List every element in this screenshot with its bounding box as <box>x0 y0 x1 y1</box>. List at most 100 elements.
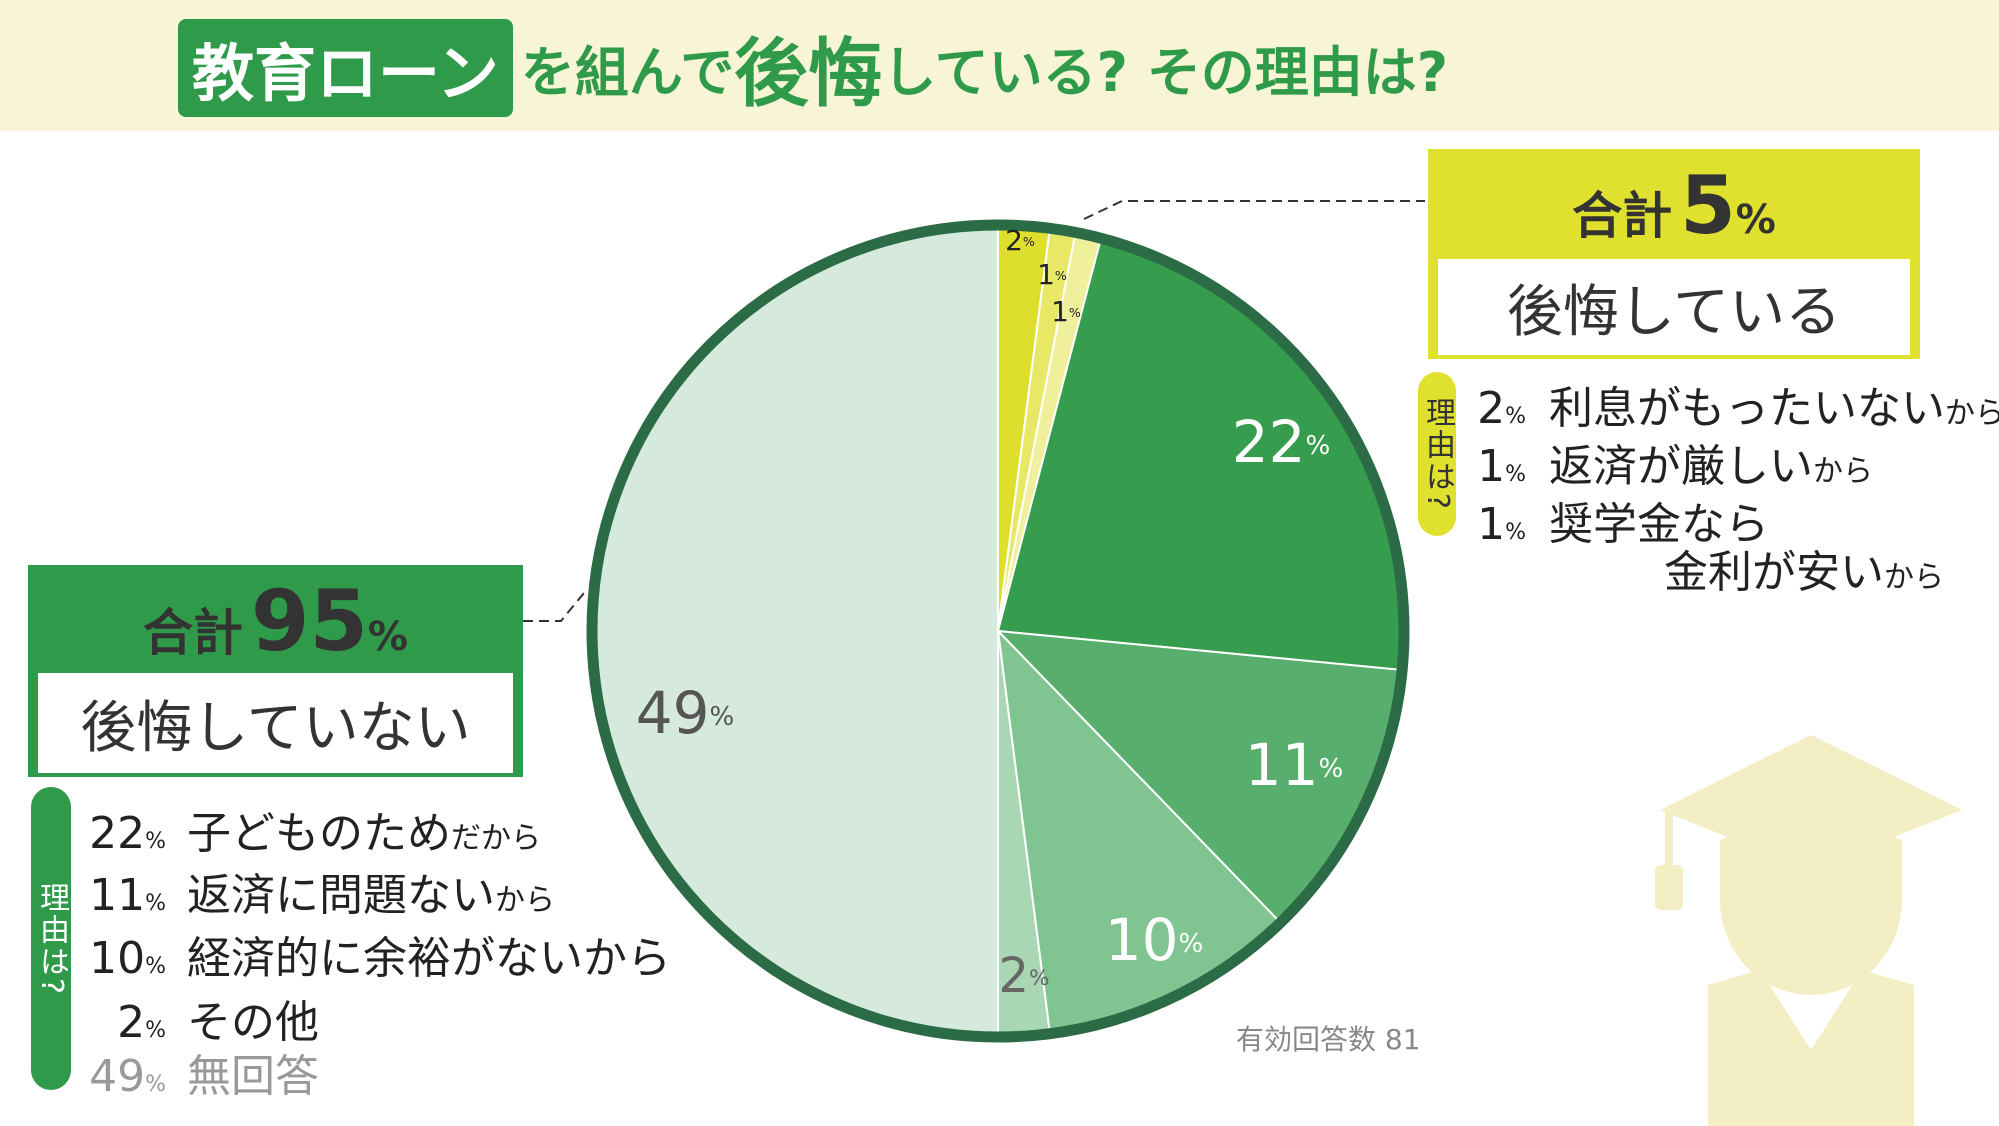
slice-label: 11% <box>1245 731 1344 799</box>
pie-slice <box>591 223 999 1039</box>
pie-ring <box>586 219 1410 1043</box>
reason-value-group: 49% <box>80 1051 166 1102</box>
reason-row: 2% その他 <box>80 986 319 1050</box>
total-value: 95 <box>251 572 368 670</box>
reason-text: 奨学金なら <box>1549 499 1769 550</box>
reason-row: 1% 奨学金なら <box>1460 488 1769 552</box>
percent-sign: % <box>145 1072 166 1097</box>
percent-sign: % <box>1319 754 1344 784</box>
summary-box: 合計 5% 後悔している <box>1428 149 1920 359</box>
reason-value-group: 22% <box>80 808 166 859</box>
reason-value-group: 11% <box>80 870 166 921</box>
reason-value: 1 <box>1477 441 1506 492</box>
reason-row: 金利が安い から <box>1664 536 1944 600</box>
reason-suffix: から <box>495 883 555 918</box>
tassel-end <box>1655 865 1683 910</box>
summary-total: 合計 95% <box>32 569 519 673</box>
slice-label: 49% <box>636 679 735 747</box>
slice-value: 2 <box>998 948 1029 1004</box>
summary-total: 合計 5% <box>1432 153 1916 259</box>
percent-sign: % <box>1505 404 1526 429</box>
reason-text: その他 <box>187 997 319 1048</box>
summary-heading: 後悔していない <box>38 673 513 773</box>
reasons-label: 理由は? <box>31 787 71 1090</box>
reason-text: 金利が安い <box>1664 547 1884 598</box>
title-emphasis: 後悔 <box>734 31 883 117</box>
percent-sign: % <box>710 702 735 732</box>
percent-sign: % <box>145 891 166 916</box>
reason-suffix: だから <box>451 821 541 856</box>
percent-sign: % <box>367 614 408 660</box>
reason-value: 2 <box>117 997 146 1048</box>
pie: 2%1%1%22%11%10%2%49% <box>586 219 1410 1043</box>
reason-value-group: 2% <box>1460 383 1526 434</box>
reason-value: 1 <box>1477 499 1506 550</box>
percent-sign: % <box>1735 197 1776 243</box>
summary-heading: 後悔している <box>1438 259 1910 355</box>
title-highlight: 教育ローン <box>178 18 513 117</box>
reason-row: 49% 無回答 <box>80 1040 319 1104</box>
total-label: 合計 <box>143 604 243 662</box>
percent-sign: % <box>1306 431 1331 461</box>
percent-sign: % <box>145 954 166 979</box>
leader-line <box>523 592 585 622</box>
title-text: を組んで <box>520 41 735 104</box>
total-label: 合計 <box>1572 187 1673 245</box>
slice-value: 10 <box>1105 906 1179 974</box>
percent-sign: % <box>1029 966 1050 991</box>
reason-suffix: から <box>1884 560 1944 595</box>
graduate-icon <box>1655 735 1962 1126</box>
reason-suffix: から <box>1945 396 1999 431</box>
reason-text: 利息がもったいない <box>1549 383 1945 434</box>
reason-text: 子どものため <box>187 808 451 859</box>
reason-value: 11 <box>89 870 146 921</box>
reason-value: 49 <box>89 1051 146 1102</box>
slice-value: 1 <box>1051 295 1069 328</box>
head <box>1720 820 1902 995</box>
title-text: している? その理由は? <box>882 41 1449 104</box>
leader-line <box>1083 200 1425 220</box>
body <box>1708 970 1914 1126</box>
reason-value-group: 1% <box>1460 441 1526 492</box>
reason-suffix: から <box>1813 454 1873 489</box>
reason-text: 経済的に余裕がないから <box>187 933 671 984</box>
slice-label: 10% <box>1105 906 1204 974</box>
reason-row: 22% 子どものため だから <box>80 797 541 861</box>
slice-label: 22% <box>1232 408 1331 476</box>
percent-sign: % <box>145 1018 166 1043</box>
reason-text: 返済が厳しい <box>1549 441 1813 492</box>
slice-label: 1% <box>1051 295 1081 328</box>
reason-value-group: 10% <box>80 933 166 984</box>
title: 教育ローン を組んで 後悔 している? その理由は? <box>178 18 1449 117</box>
slice-value: 22 <box>1232 408 1306 476</box>
reason-row: 1% 返済が厳しい から <box>1460 430 1873 494</box>
reason-text: 返済に問題ない <box>187 870 495 921</box>
reason-row: 2% 利息がもったいない から <box>1460 372 1999 436</box>
percent-sign: % <box>1505 520 1526 545</box>
slice-label: 2% <box>1005 224 1035 257</box>
percent-sign: % <box>1055 268 1067 283</box>
total-value: 5 <box>1680 159 1736 252</box>
reason-row: 10% 経済的に余裕がないから <box>80 922 671 986</box>
reason-text: 無回答 <box>187 1051 319 1102</box>
reason-value-group: 1% <box>1460 499 1526 550</box>
reason-row: 11% 返済に問題ない から <box>80 859 555 923</box>
slice-value: 1 <box>1037 258 1055 291</box>
slice-label: 1% <box>1037 258 1067 291</box>
tassel <box>1665 810 1673 870</box>
percent-sign: % <box>1505 462 1526 487</box>
slice-value: 49 <box>636 679 710 747</box>
reason-value-group: 2% <box>80 997 166 1048</box>
reason-value: 10 <box>89 933 146 984</box>
percent-sign: % <box>1179 929 1204 959</box>
slice-label: 2% <box>998 948 1049 1004</box>
note: 有効回答数 81 <box>1236 1023 1421 1056</box>
reason-value: 2 <box>1477 383 1506 434</box>
slice-value: 2 <box>1005 224 1023 257</box>
percent-sign: % <box>145 829 166 854</box>
reasons-label: 理由は? <box>1418 372 1456 536</box>
percent-sign: % <box>1023 234 1035 249</box>
reason-value: 22 <box>89 808 146 859</box>
